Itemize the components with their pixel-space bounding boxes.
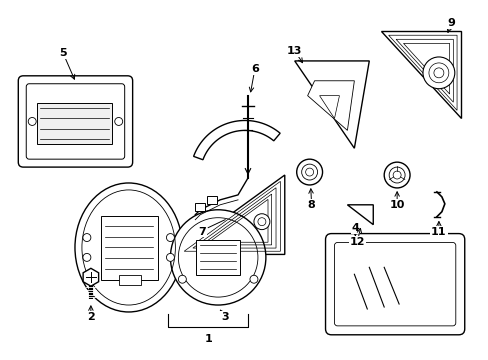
FancyBboxPatch shape [325,234,464,335]
Circle shape [83,253,91,261]
Circle shape [253,214,269,230]
Polygon shape [193,121,280,160]
Text: 3: 3 [221,312,228,322]
Circle shape [296,159,322,185]
Circle shape [422,57,454,89]
Circle shape [166,234,174,242]
Circle shape [115,117,122,125]
Circle shape [166,253,174,261]
Circle shape [83,234,91,242]
FancyBboxPatch shape [334,243,455,326]
Bar [196,239,240,275]
Circle shape [28,117,36,125]
Polygon shape [175,175,284,255]
Text: 2: 2 [87,312,95,322]
Text: 5: 5 [59,48,67,58]
Text: 8: 8 [307,200,315,210]
Polygon shape [346,205,372,225]
Bar [101,216,158,280]
FancyBboxPatch shape [18,76,132,167]
Ellipse shape [75,183,182,312]
Circle shape [170,210,265,305]
Circle shape [384,162,409,188]
Text: 10: 10 [388,200,404,210]
Polygon shape [294,61,368,148]
Text: 9: 9 [446,18,454,28]
Polygon shape [319,96,339,118]
Polygon shape [307,81,354,130]
Text: 6: 6 [250,64,258,74]
Bar [37,103,112,144]
Text: 7: 7 [198,226,206,237]
Circle shape [178,275,186,283]
FancyBboxPatch shape [26,84,124,159]
Bar [195,203,205,211]
Text: 12: 12 [349,237,365,247]
Text: 11: 11 [430,226,446,237]
Text: 4: 4 [351,222,359,233]
Polygon shape [381,31,460,118]
Bar [119,275,141,285]
Circle shape [249,275,257,283]
Bar [207,196,217,204]
Text: 13: 13 [286,46,302,56]
Polygon shape [83,268,99,286]
Text: 1: 1 [204,334,212,344]
